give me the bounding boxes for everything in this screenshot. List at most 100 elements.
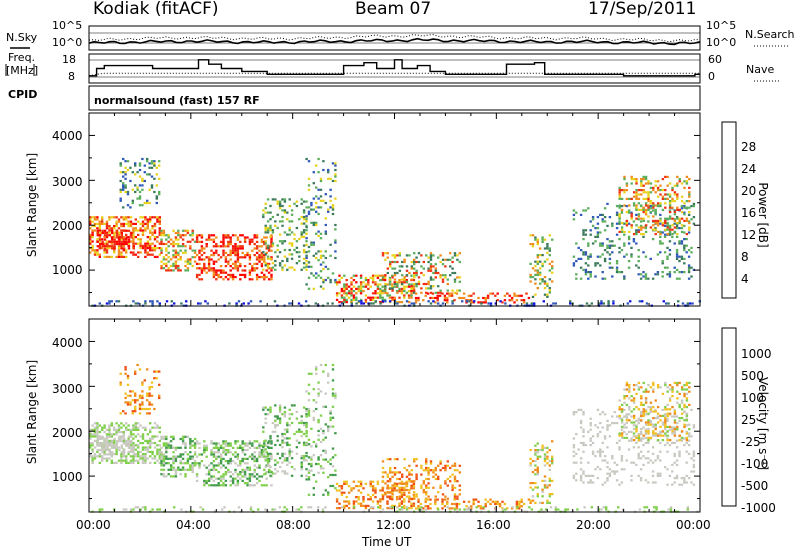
echo-cell bbox=[158, 242, 161, 245]
echo-cell bbox=[484, 296, 487, 300]
echo-cell bbox=[587, 244, 590, 247]
echo-cell bbox=[386, 252, 389, 255]
echo-cell bbox=[217, 451, 220, 454]
echo-cell bbox=[293, 233, 296, 236]
echo-cell bbox=[98, 302, 101, 305]
echo-cell bbox=[215, 484, 218, 487]
echo-cell bbox=[635, 424, 638, 427]
echo-cell bbox=[623, 415, 626, 418]
echo-cell bbox=[632, 191, 636, 194]
echo-cell bbox=[113, 442, 116, 445]
echo-cell bbox=[635, 182, 638, 185]
echo-cell bbox=[659, 441, 662, 444]
echo-cell bbox=[162, 464, 166, 467]
echo-cell bbox=[113, 446, 116, 449]
echo-cell bbox=[319, 232, 323, 235]
echo-cell bbox=[283, 264, 287, 267]
echo-cell bbox=[96, 240, 99, 243]
echo-cell bbox=[110, 459, 113, 462]
echo-cell bbox=[405, 469, 409, 472]
echo-cell bbox=[436, 299, 439, 302]
echo-cell bbox=[383, 276, 387, 279]
echo-cell bbox=[281, 266, 284, 269]
echo-cell bbox=[231, 251, 235, 254]
echo-cell bbox=[673, 218, 676, 221]
echo-cell bbox=[427, 469, 430, 472]
echo-cell bbox=[376, 287, 380, 290]
echo-cell bbox=[270, 238, 273, 241]
echo-cell bbox=[93, 453, 97, 456]
echo-cell bbox=[141, 247, 145, 250]
echo-cell bbox=[174, 260, 178, 263]
echo-cell bbox=[251, 444, 254, 447]
echo-cell bbox=[260, 455, 264, 458]
echo-cell bbox=[283, 211, 287, 214]
echo-cell bbox=[169, 269, 173, 272]
echo-cell bbox=[596, 235, 600, 238]
echo-cell bbox=[625, 426, 628, 429]
echo-cell bbox=[352, 274, 356, 277]
echo-cell bbox=[295, 251, 299, 254]
echo-cell bbox=[589, 424, 592, 427]
echo-cell bbox=[591, 452, 595, 455]
echo-cell bbox=[251, 484, 254, 487]
echo-cell bbox=[193, 446, 197, 449]
echo-cell bbox=[181, 435, 185, 438]
echo-cell bbox=[281, 259, 284, 263]
echo-cell bbox=[668, 240, 672, 243]
echo-cell bbox=[675, 224, 679, 227]
echo-cell bbox=[160, 473, 163, 476]
echo-cell bbox=[647, 457, 650, 460]
echo-cell bbox=[628, 230, 631, 233]
echo-cell bbox=[169, 242, 173, 246]
echo-cell bbox=[184, 234, 187, 237]
echo-cell bbox=[212, 251, 216, 254]
echo-cell bbox=[427, 477, 430, 481]
echo-cell bbox=[635, 191, 638, 194]
echo-cell bbox=[205, 271, 208, 274]
echo-cell bbox=[122, 218, 125, 221]
echo-cell bbox=[680, 477, 684, 480]
echo-cell bbox=[307, 399, 311, 402]
echo-cell bbox=[601, 242, 604, 245]
echo-cell bbox=[248, 278, 252, 281]
echo-cell bbox=[122, 410, 125, 413]
echo-cell bbox=[393, 489, 396, 492]
echo-cell bbox=[651, 481, 655, 484]
echo-cell bbox=[317, 230, 320, 233]
echo-cell bbox=[451, 260, 454, 264]
echo-cell bbox=[191, 462, 194, 465]
echo-cell bbox=[683, 444, 686, 447]
echo-cell bbox=[186, 240, 190, 243]
echo-cell bbox=[317, 274, 320, 277]
echo-cell bbox=[96, 216, 99, 219]
echo-cell bbox=[193, 240, 197, 243]
echo-cell bbox=[683, 246, 686, 249]
echo-cell bbox=[675, 216, 679, 219]
echo-cell bbox=[113, 453, 116, 456]
echo-cell bbox=[644, 388, 648, 391]
echo-cell bbox=[200, 453, 204, 456]
echo-cell bbox=[99, 442, 102, 445]
echo-cell bbox=[548, 278, 551, 281]
echo-cell bbox=[398, 252, 401, 255]
echo-cell bbox=[529, 462, 532, 465]
echo-cell bbox=[654, 184, 657, 187]
echo-cell bbox=[676, 182, 679, 185]
echo-cell bbox=[632, 204, 636, 207]
echo-cell bbox=[276, 417, 279, 420]
echo-cell bbox=[685, 439, 689, 442]
echo-cell bbox=[129, 216, 133, 219]
echo-cell bbox=[288, 408, 291, 411]
echo-cell bbox=[93, 253, 97, 256]
echo-cell bbox=[151, 231, 154, 234]
echo-cell bbox=[673, 455, 676, 458]
echo-cell bbox=[654, 213, 657, 216]
echo-cell bbox=[151, 453, 154, 456]
echo-cell bbox=[283, 240, 287, 243]
echo-cell bbox=[484, 301, 487, 304]
echo-cell bbox=[177, 455, 180, 458]
echo-cell bbox=[215, 249, 218, 252]
echo-cell bbox=[649, 419, 652, 422]
echo-cell bbox=[319, 270, 323, 273]
